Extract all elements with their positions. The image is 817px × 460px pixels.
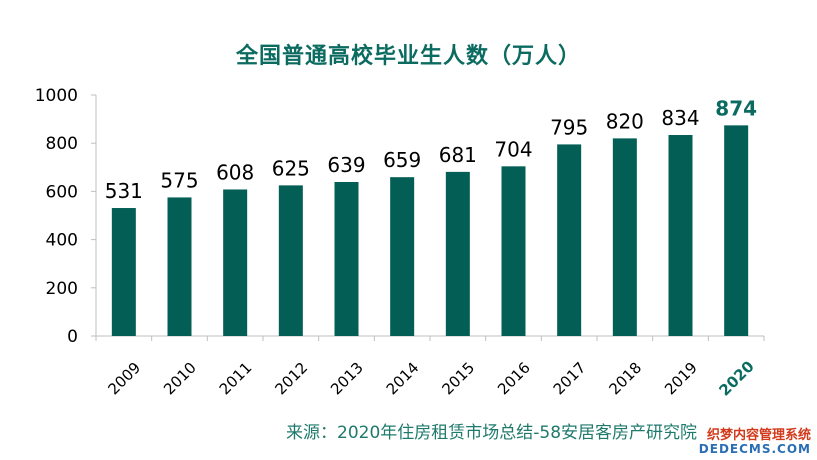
value-label-2014: 659 [383,148,421,172]
chart-title: 全国普通高校毕业生人数（万人） [235,44,581,69]
x-tick-label-2010: 2010 [160,359,200,399]
bar-2013 [334,182,359,336]
value-label-2009: 531 [105,179,143,203]
bar-2019 [668,135,693,336]
x-tick-label-2017: 2017 [550,359,590,399]
y-tick-label: 200 [46,279,78,299]
y-axis: 0 200 400 600 800 1000 [35,86,97,347]
bars [111,125,749,336]
y-tick-label: 1000 [35,86,78,106]
bar-2017 [557,144,582,336]
value-label-2013: 639 [327,153,365,177]
bar-2010 [167,197,192,336]
value-label-2010: 575 [160,168,198,192]
y-tick-label: 400 [46,231,78,251]
bar-2014 [390,177,415,336]
value-labels: 531 575 608 625 639 659 681 704 795 820 834 874 [105,96,757,203]
y-tick-label: 600 [46,182,78,202]
x-tick-label-2018: 2018 [605,359,645,399]
y-tick-label: 800 [46,134,78,154]
bar-2009 [111,208,136,336]
x-tick-label-2011: 2011 [216,359,256,399]
value-label-2020: 874 [715,96,757,120]
source-note: 来源：2020年住房租赁市场总结-58安居客房产研究院 [286,423,698,443]
bar-2015 [445,171,470,336]
watermark: 织梦内容管理系统 DEDECMS.COM [698,427,811,456]
x-tick-label-2014: 2014 [383,359,423,399]
x-tick-label-2020: 2020 [716,357,758,399]
bar-2020 [724,125,749,336]
x-tick-label-2016: 2016 [494,359,534,399]
bar-2016 [501,166,526,336]
value-label-2018: 820 [606,109,644,133]
value-label-2019: 834 [661,106,699,130]
bar-2012 [278,185,303,336]
x-tick-label-2013: 2013 [327,359,367,399]
x-tick-label-2015: 2015 [438,359,478,399]
watermark-text: 织梦内容管理系统 [706,427,811,443]
value-label-2012: 625 [272,156,310,180]
bar-2011 [223,189,248,336]
x-axis: 2009 2010 2011 2012 2013 2014 2015 2016 2017 2018… [95,335,765,400]
value-label-2016: 704 [494,137,532,161]
y-tick-label: 0 [67,327,78,347]
watermark-url: DEDECMS.COM [698,441,811,456]
value-label-2015: 681 [439,143,477,167]
value-label-2011: 608 [216,160,254,184]
x-tick-label-2012: 2012 [271,359,311,399]
x-tick-label-2009: 2009 [104,359,144,399]
value-label-2017: 795 [550,115,588,139]
x-tick-label-2019: 2019 [661,359,701,399]
bar-2018 [612,138,637,336]
